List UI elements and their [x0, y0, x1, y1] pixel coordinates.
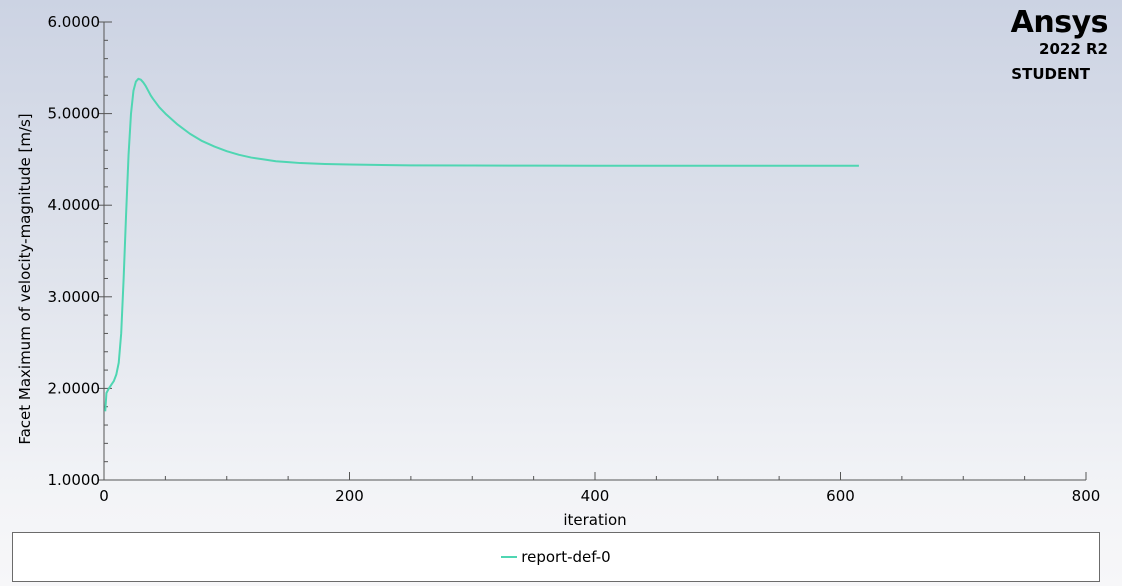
ansys-logo: Ansys 2022 R2 STUDENT — [1010, 5, 1109, 84]
chart-plot: 0 200 400 600 800 1.0000 2.0000 3.0000 4.0000 5.… — [16, 13, 1100, 529]
series-line-report-def-0 — [104, 77, 859, 412]
brand-version: 2022 R2 — [1039, 40, 1108, 58]
y-axis-ticks: 1.0000 2.0000 3.0000 4.0000 5.0000 6.0000 — [48, 13, 112, 489]
y-tick-label: 5.0000 — [48, 105, 101, 123]
x-tick-label: 400 — [581, 487, 610, 505]
chart-legend: report-def-0 — [12, 532, 1100, 582]
x-minor-ticks — [164, 476, 1026, 480]
x-axis-title: iteration — [563, 511, 626, 529]
y-tick-label: 2.0000 — [48, 379, 101, 397]
y-tick-label: 4.0000 — [48, 196, 101, 214]
x-tick-label: 600 — [826, 487, 855, 505]
y-axis-title: Facet Maximum of velocity-magnitude [m/s… — [16, 113, 34, 444]
x-tick-label: 0 — [99, 487, 109, 505]
y-tick-label: 3.0000 — [48, 288, 101, 306]
y-minor-ticks — [104, 39, 108, 463]
x-tick-label: 200 — [335, 487, 364, 505]
brand-name: Ansys — [1010, 5, 1109, 40]
x-axis-ticks: 0 200 400 600 800 — [99, 472, 1100, 505]
x-tick-label: 800 — [1072, 487, 1101, 505]
brand-edition: STUDENT — [1011, 65, 1090, 83]
y-tick-label: 6.0000 — [48, 13, 101, 31]
y-tick-label: 1.0000 — [48, 471, 101, 489]
legend-label-report-def-0: report-def-0 — [521, 548, 611, 566]
legend-swatch-line-icon — [501, 556, 518, 558]
